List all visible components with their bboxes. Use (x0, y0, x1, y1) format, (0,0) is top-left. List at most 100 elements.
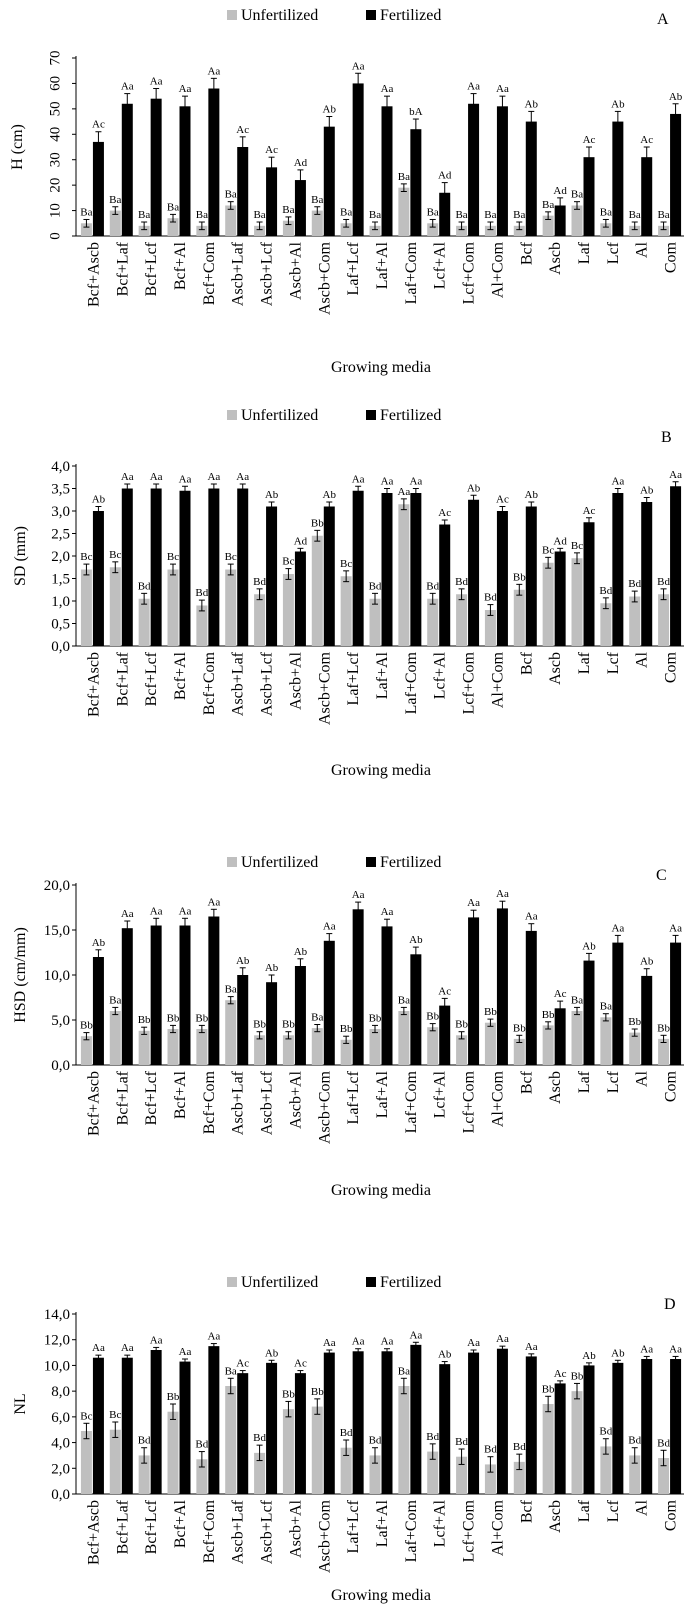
legend-label-fertilized: Fertilized (380, 407, 441, 424)
data-label: Aa (669, 469, 682, 481)
error-bar (83, 563, 90, 576)
data-label: Bc (167, 551, 179, 563)
data-label: Aa (323, 921, 336, 933)
y-tick-label: 4,0 (51, 1436, 70, 1452)
data-label: Bd (253, 576, 266, 588)
error-bar (672, 1355, 679, 1363)
x-tick-label: Lcf+Al (432, 241, 449, 289)
bar-fertilized (468, 917, 480, 1065)
bar-unfertilized (571, 1011, 583, 1065)
bar-fertilized (439, 192, 451, 236)
x-tick-label: Al+Com (489, 651, 506, 708)
error-bar (153, 88, 160, 110)
y-tick-label: 15,0 (44, 923, 70, 939)
x-tick-label: Lcf+Al (432, 651, 449, 699)
y-tick-label: 6,0 (51, 1410, 70, 1426)
data-label: Bb (340, 1023, 353, 1035)
data-label: Bd (426, 580, 439, 592)
data-label: Bc (571, 540, 583, 552)
x-tick-label: Al+Com (489, 241, 506, 298)
bar-fertilized (612, 942, 624, 1065)
data-label: Ac (554, 1368, 567, 1380)
data-label: Ab (525, 489, 539, 501)
data-label: Bd (455, 1436, 468, 1448)
error-bar (384, 95, 390, 117)
error-bar (297, 1370, 304, 1377)
data-label: Ad (294, 157, 308, 169)
chart-panel-B: Unfertilized Fertilized B 0,0 0,5 1,0 1,5 2,0 2,… (12, 407, 684, 779)
bar-unfertilized (254, 1035, 266, 1065)
x-tick-label: Lcf (605, 1070, 622, 1093)
data-label: Ba (225, 1365, 237, 1377)
x-tick-label: Bcf+Laf (114, 1070, 131, 1125)
data-label: Aa (525, 911, 538, 923)
data-label: Ab (669, 91, 683, 103)
data-label: Bb (455, 1019, 468, 1031)
bar-fertilized (381, 926, 393, 1065)
legend: Unfertilized Fertilized (227, 854, 441, 871)
error-bar (429, 1023, 436, 1032)
x-tick-label: Laf+Com (403, 1070, 420, 1133)
bar-fertilized (208, 916, 220, 1065)
error-bar (83, 1422, 90, 1440)
bar-unfertilized (311, 535, 323, 646)
bar-fertilized (237, 147, 249, 236)
data-label: Ab (92, 494, 106, 506)
bar-fertilized (294, 1373, 306, 1494)
x-tick-label: Bcf (518, 1070, 535, 1094)
bar-unfertilized (282, 574, 294, 646)
data-label: Bb (311, 1386, 324, 1398)
chart-panel-A: Unfertilized Fertilized A 0 10 20 30 40 50 60 70 H … (9, 7, 684, 376)
error-bar (586, 952, 592, 969)
error-bar (182, 485, 188, 496)
bar-unfertilized (542, 562, 554, 646)
data-label: Aa (640, 1343, 653, 1355)
data-label: Bc (109, 1409, 121, 1421)
y-tick-label: 20,0 (44, 878, 70, 894)
error-bar (660, 221, 667, 231)
error-bar (343, 1035, 350, 1044)
y-tick-label: 14,0 (44, 1307, 70, 1323)
error-bar (660, 1034, 667, 1043)
data-label: Ad (553, 535, 567, 547)
x-tick-label: Ascb+Com (316, 1070, 333, 1144)
x-tick-label: Com (663, 1070, 680, 1102)
error-bar (227, 563, 234, 576)
x-tick-label: Ascb (547, 242, 564, 275)
data-label: Bd (484, 1444, 497, 1456)
error-bar (499, 1345, 506, 1352)
y-tick-label: 1,0 (51, 594, 70, 610)
error-bar (557, 1000, 564, 1016)
error-bar (210, 1343, 217, 1350)
data-label: Bc (282, 556, 294, 568)
data-label: Ab (294, 946, 308, 958)
bar-unfertilized (109, 210, 121, 236)
error-bar (545, 1395, 552, 1413)
error-bar (198, 1024, 205, 1034)
bar-unfertilized (369, 1029, 381, 1065)
data-label: Bb (513, 571, 526, 583)
data-label: Bb (571, 1370, 584, 1382)
data-label: Ba (167, 201, 179, 213)
error-bar (239, 1370, 246, 1377)
data-label: Bc (542, 544, 554, 556)
error-bar (631, 590, 638, 603)
panel-letter: D (664, 1296, 676, 1313)
x-tick-label: Lcf+Com (461, 1499, 478, 1562)
error-bar (124, 1354, 131, 1361)
legend-label-unfertilized: Unfertilized (241, 1274, 318, 1291)
data-label: Ad (438, 170, 452, 182)
error-bar (112, 1421, 119, 1438)
error-bar (574, 1006, 580, 1016)
bar-fertilized (554, 551, 566, 646)
bar-unfertilized (427, 1027, 439, 1065)
x-tick-label: Al+Com (489, 1499, 506, 1556)
bar-unfertilized (311, 210, 323, 236)
bar-unfertilized (369, 225, 381, 236)
x-tick-label: Bcf+Laf (114, 241, 131, 296)
bar-fertilized (612, 1362, 624, 1494)
error-bar (314, 1398, 321, 1415)
data-label: Aa (323, 1337, 336, 1349)
error-bar (631, 1447, 638, 1464)
data-label: Ac (236, 1358, 249, 1370)
